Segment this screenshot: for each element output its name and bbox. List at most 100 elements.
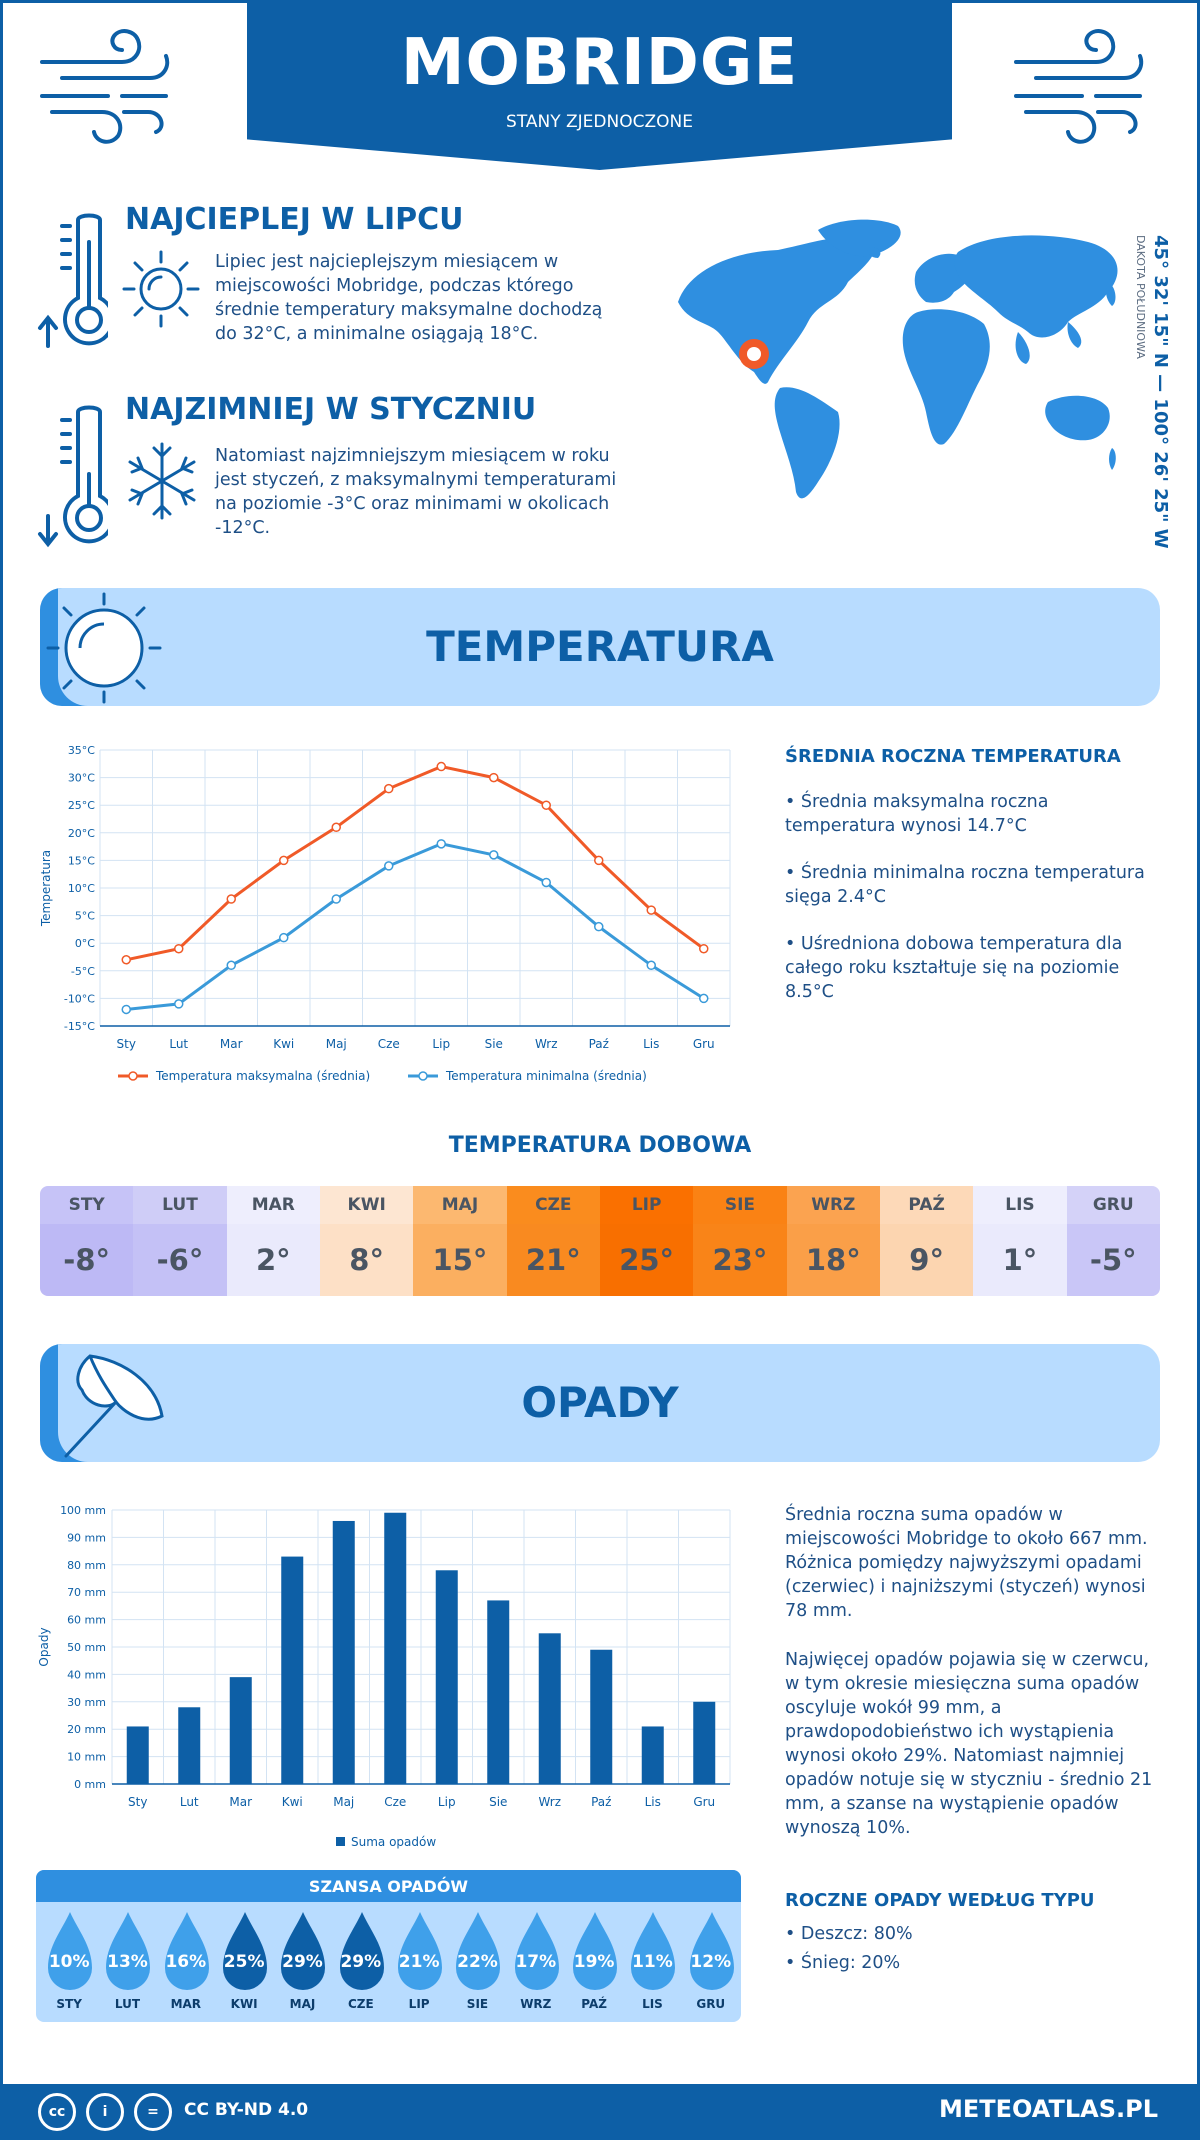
by-icon: i: [86, 2093, 124, 2131]
precip-bar: [332, 1520, 355, 1784]
y-tick-label: 90 mm: [67, 1531, 106, 1544]
legend-marker: [336, 1837, 345, 1846]
precip-title: OPADY: [521, 1378, 679, 1427]
coldest-title: NAJZIMNIEJ W STYCZNIU: [125, 392, 537, 427]
precip-chance-value: 22%: [457, 1952, 498, 1972]
daily-month-label: LIS: [973, 1186, 1067, 1224]
x-tick-label: Wrz: [538, 1795, 561, 1809]
y-tick-label: 25°C: [68, 799, 95, 812]
precip-chance-month: STY: [56, 1997, 82, 2011]
x-tick-label: Kwi: [273, 1037, 294, 1051]
daily-temp-column: SIE 23°: [693, 1186, 787, 1296]
precip-chance-month: WRZ: [520, 1997, 552, 2011]
precip-chance-box: SZANSA OPADÓW 10% STY 13% LUT 16% MAR 25% KWI 29…: [36, 1870, 741, 2022]
daily-temp-column: MAR 2°: [226, 1186, 320, 1296]
x-tick-label: Gru: [693, 1037, 715, 1051]
coldest-description: Natomiast najzimniejszym miesiącem w rok…: [215, 446, 617, 538]
series-line-min: [126, 842, 705, 1011]
precip-chance-value: 29%: [282, 1952, 323, 1972]
data-point: [174, 999, 184, 1009]
data-point: [279, 932, 289, 943]
daily-temp-value: 1°: [973, 1224, 1067, 1296]
precip-chance-item: 19% PAŹ: [565, 1910, 623, 2018]
y-tick-label: 20 mm: [67, 1723, 106, 1736]
raindrop-icon: [222, 1912, 267, 1990]
raindrop-icon: [281, 1912, 326, 1990]
precip-chance-month: MAR: [170, 1997, 202, 2011]
x-tick-label: Gru: [693, 1795, 715, 1809]
y-tick-label: -15°C: [64, 1020, 95, 1033]
precip-bar: [487, 1600, 510, 1784]
precip-bar: [590, 1649, 613, 1784]
y-tick-label: -10°C: [64, 992, 95, 1005]
daily-temp-title: TEMPERATURA DOBOWA: [448, 1133, 752, 1158]
cc-icon: cc: [38, 2093, 76, 2131]
precip-bar: [384, 1512, 407, 1784]
data-point: [646, 960, 656, 971]
precip-chance-month: SIE: [466, 1997, 489, 2011]
x-tick-label: Sty: [117, 1037, 136, 1051]
data-point: [541, 877, 551, 888]
data-point: [174, 943, 184, 954]
raindrop-icon: [572, 1912, 617, 1990]
raindrop-icon: [164, 1912, 209, 1990]
data-point: [489, 772, 499, 783]
legend-label: Suma opadów: [351, 1835, 436, 1849]
daily-month-label: KWI: [319, 1186, 414, 1224]
precip-type-title: ROCZNE OPADY WEDŁUG TYPU: [785, 1890, 1095, 1911]
daily-temp-column: PAŹ 9°: [879, 1186, 974, 1296]
data-point: [384, 783, 394, 794]
temperature-title: TEMPERATURA: [426, 622, 774, 671]
precip-chance-value: 16%: [165, 1952, 207, 1972]
precipitation-chart: 0 mm 10 mm 20 mm 30 mm 40 mm 50 mm 60 mm 70 mm 8…: [37, 1504, 731, 1849]
precip-chance-month: LIP: [408, 1997, 430, 2011]
daily-month-label: MAR: [226, 1186, 320, 1224]
precip-chance-month: KWI: [230, 1997, 258, 2011]
wind-icon-left: [40, 29, 170, 144]
precip-chance-item: 22% SIE: [448, 1910, 506, 2018]
precip-chance-month: LUT: [114, 1997, 141, 2011]
daily-temp-value: -8°: [40, 1224, 134, 1296]
daily-temp-value: 2°: [226, 1224, 320, 1296]
site-link[interactable]: METEOATLAS.PL: [938, 2095, 1158, 2123]
y-tick-label: 70 mm: [67, 1586, 106, 1599]
x-tick-label: Paź: [591, 1795, 611, 1809]
y-tick-label: 30°C: [68, 772, 95, 785]
header-banner: [247, 0, 952, 170]
data-point: [436, 761, 446, 772]
daily-temp-table: STY -8° LUT -6° MAR 2° KWI 8° MAJ 15° CZE 21° LIP 25°…: [40, 1186, 1160, 1296]
x-tick-label: Mar: [220, 1037, 243, 1051]
data-point: [699, 943, 709, 954]
precip-text-1: Średnia roczna suma opadów w miejscowośc…: [785, 1505, 1148, 1621]
legend-label: Temperatura maksymalna (średnia): [155, 1069, 370, 1083]
x-tick-label: Sty: [128, 1795, 147, 1809]
x-tick-label: Paź: [589, 1037, 609, 1051]
x-tick-label: Mar: [229, 1795, 252, 1809]
daily-temp-value: 25°: [599, 1224, 694, 1296]
y-tick-label: 0 mm: [74, 1778, 106, 1791]
y-tick-label: 5°C: [75, 910, 95, 923]
country-subtitle: STANY ZJEDNOCZONE: [506, 112, 693, 132]
precip-chance-month: LIS: [642, 1997, 663, 2011]
x-tick-label: Lip: [438, 1795, 456, 1809]
x-tick-label: Lis: [643, 1037, 659, 1051]
x-tick-label: Lis: [645, 1795, 661, 1809]
raindrop-icon: [339, 1912, 384, 1990]
data-point: [699, 993, 709, 1004]
precip-bar: [178, 1707, 201, 1784]
precip-chance-item: 17% WRZ: [507, 1910, 565, 2018]
daily-month-label: WRZ: [786, 1186, 880, 1224]
snowflake-icon: [128, 442, 196, 520]
precip-chance-month: MAJ: [289, 1997, 316, 2011]
y-axis-label: Temperatura: [39, 850, 53, 927]
precip-chance-item: 11% LIS: [623, 1910, 681, 2018]
precip-chance-item: 16% MAR: [157, 1910, 215, 2018]
data-point: [489, 850, 499, 860]
y-tick-label: -5°C: [71, 965, 95, 978]
raindrop-icon: [397, 1912, 442, 1990]
x-tick-label: Cze: [378, 1037, 400, 1051]
daily-temp-column: LIP 25°: [599, 1186, 694, 1296]
precip-chance-value: 21%: [398, 1952, 440, 1972]
y-tick-label: 15°C: [68, 854, 95, 867]
precip-chance-item: 29% CZE: [332, 1910, 390, 2018]
